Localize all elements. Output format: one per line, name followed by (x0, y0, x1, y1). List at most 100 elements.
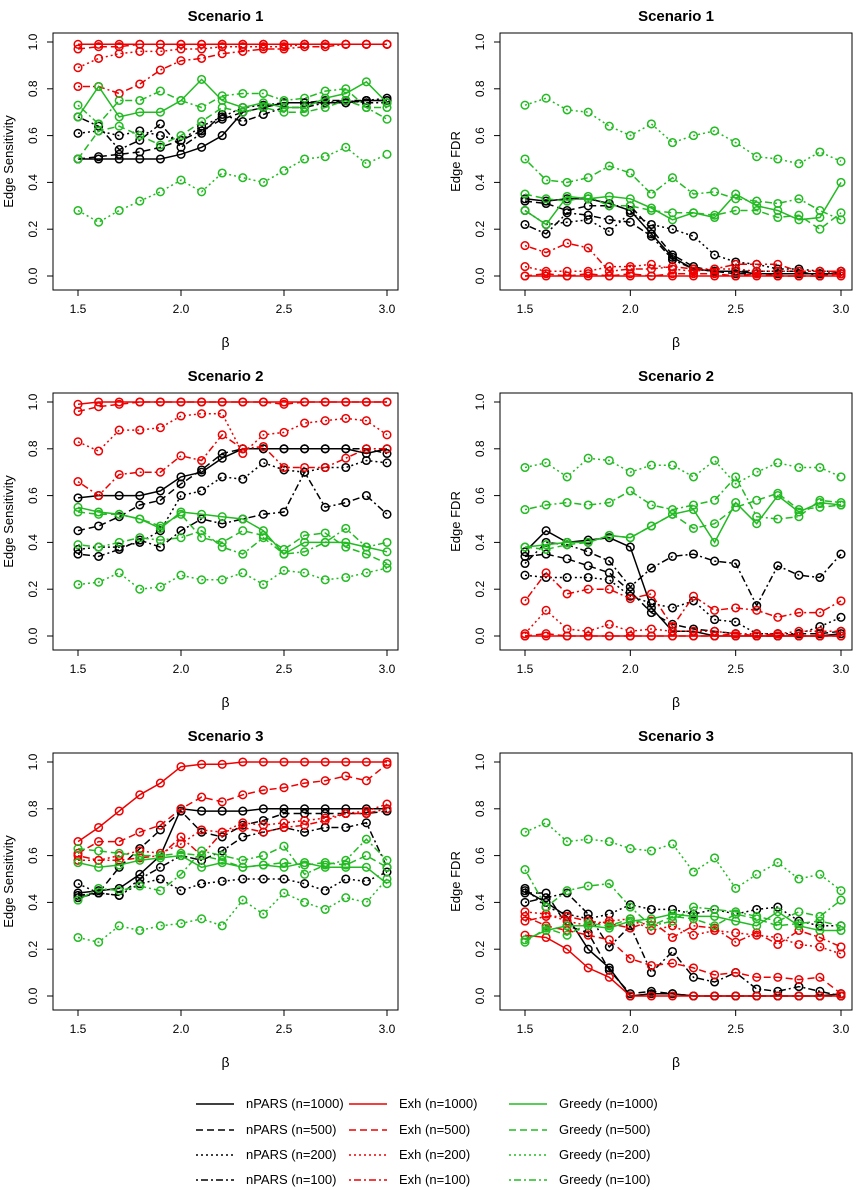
data-point (604, 215, 614, 225)
series-line (524, 475, 842, 520)
data-point (731, 558, 741, 569)
data-point (94, 42, 104, 52)
data-point (73, 100, 83, 110)
data-point (646, 846, 656, 856)
data-point (541, 198, 551, 209)
data-point (135, 869, 145, 879)
data-point (646, 921, 656, 931)
data-point (382, 509, 392, 519)
data-point (155, 423, 165, 433)
data-point (279, 507, 289, 517)
data-point (197, 74, 207, 84)
data-point (625, 533, 635, 543)
chart-title: Scenario 3 (188, 728, 264, 745)
data-point (667, 505, 678, 515)
data-point (73, 858, 83, 868)
data-point (114, 860, 124, 870)
data-point (667, 911, 678, 921)
series-npars-1 (73, 444, 392, 536)
data-point (341, 444, 351, 454)
data-point (752, 869, 762, 879)
legend-label: Exh (n=100) (399, 1172, 470, 1187)
data-point (815, 205, 825, 216)
data-point (815, 916, 825, 926)
data-point (197, 465, 207, 475)
data-point (688, 189, 699, 199)
data-point (731, 205, 741, 216)
data-point (279, 427, 289, 437)
data-point (238, 806, 248, 816)
series-greedy-10 (73, 874, 392, 947)
data-point (604, 201, 614, 211)
data-point (794, 939, 804, 950)
series-greedy-9 (520, 488, 846, 554)
data-point (238, 874, 248, 884)
data-point (710, 250, 720, 260)
data-point (176, 886, 186, 896)
series-line (524, 571, 842, 628)
data-point (341, 855, 351, 865)
data-point (300, 467, 310, 477)
data-point (176, 411, 186, 421)
data-point (667, 460, 678, 470)
series-line (77, 459, 388, 551)
series-line (524, 242, 841, 273)
data-point (520, 462, 530, 473)
data-point (279, 95, 289, 106)
data-point (583, 572, 593, 583)
data-point (94, 402, 104, 412)
data-point (155, 874, 165, 884)
series-greedy-10 (520, 453, 846, 489)
data-point (197, 575, 207, 585)
data-point (562, 238, 572, 248)
data-point (176, 44, 186, 54)
data-point (382, 799, 392, 809)
data-point (258, 509, 268, 519)
data-point (562, 925, 572, 936)
series-line (524, 574, 842, 635)
data-point (361, 102, 371, 113)
data-point (382, 39, 392, 49)
y-tick-label: 0.2 (26, 221, 40, 238)
data-point (217, 832, 227, 842)
data-point (300, 568, 310, 578)
data-point (155, 86, 165, 96)
data-point (258, 579, 268, 590)
data-point (520, 916, 530, 926)
series-greedy-11 (520, 472, 846, 524)
data-point (217, 846, 227, 856)
data-point (73, 205, 83, 216)
data-point (752, 601, 762, 611)
data-point (361, 444, 371, 454)
data-point (217, 472, 227, 482)
data-point (135, 851, 145, 861)
data-point (731, 617, 741, 627)
data-point (155, 140, 165, 150)
data-point (731, 498, 741, 508)
data-point (382, 448, 392, 459)
data-point (667, 173, 678, 183)
data-point (667, 224, 678, 234)
data-point (320, 815, 330, 826)
data-point (114, 921, 124, 931)
data-point (279, 808, 289, 819)
data-point (279, 565, 289, 576)
data-point (646, 563, 656, 573)
data-point (361, 39, 371, 49)
data-point (815, 622, 825, 632)
data-point (836, 626, 846, 636)
data-point (646, 189, 656, 199)
data-point (836, 925, 846, 936)
data-point (625, 131, 635, 141)
series-line (77, 871, 388, 897)
data-point (176, 533, 186, 543)
data-point (688, 472, 699, 482)
data-point (135, 196, 145, 206)
data-point (688, 626, 699, 636)
data-point (238, 107, 248, 117)
series-line (524, 494, 842, 548)
data-point (258, 785, 268, 795)
series-line (77, 433, 387, 497)
data-point (520, 558, 530, 569)
data-point (382, 759, 392, 769)
